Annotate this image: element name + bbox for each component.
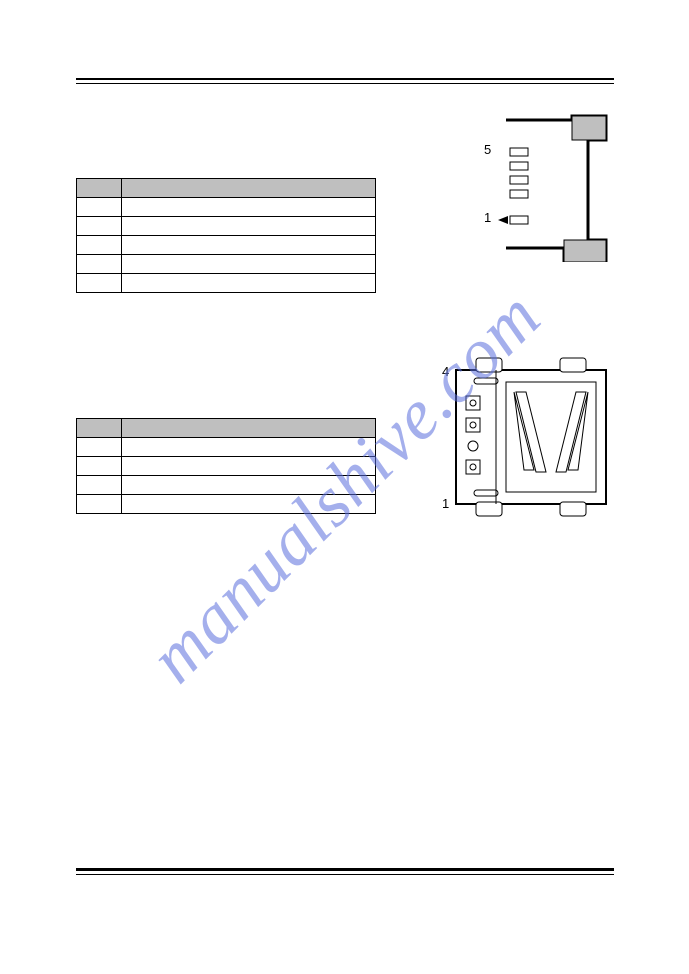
table-row <box>77 476 376 495</box>
connector-diagram-2: 4 1 <box>436 352 626 522</box>
col-signal <box>122 419 376 438</box>
bottom-rule <box>76 868 614 875</box>
pin-label-5: 5 <box>484 142 491 157</box>
section-1 <box>76 178 376 293</box>
page-container: 5 1 <box>76 78 614 896</box>
table-row <box>77 255 376 274</box>
table-row <box>77 438 376 457</box>
col-signal <box>122 179 376 198</box>
table-row <box>77 274 376 293</box>
section-2 <box>76 418 376 514</box>
table-header-row <box>77 179 376 198</box>
top-rule <box>76 78 614 84</box>
table-row <box>77 457 376 476</box>
col-pin <box>77 179 122 198</box>
pin-table-2 <box>76 418 376 514</box>
connector-svg-1 <box>446 112 616 262</box>
table-row <box>77 236 376 255</box>
table-row <box>77 198 376 217</box>
table-row <box>77 217 376 236</box>
table-header-row <box>77 419 376 438</box>
pin-table-1 <box>76 178 376 293</box>
connector-svg-2 <box>436 352 626 522</box>
pin-label-4: 4 <box>442 364 449 379</box>
pin-label-1b: 1 <box>442 496 449 511</box>
connector-diagram-1: 5 1 <box>446 112 616 262</box>
pin-label-1: 1 <box>484 210 491 225</box>
table-row <box>77 495 376 514</box>
col-pin <box>77 419 122 438</box>
